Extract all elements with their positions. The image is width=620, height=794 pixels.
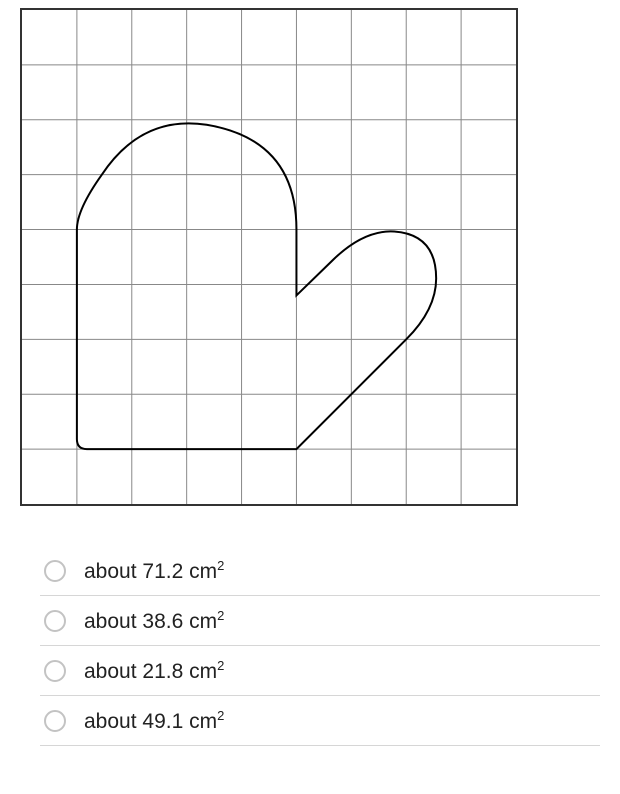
option-label: about 49.1 cm2 — [84, 708, 224, 734]
option-row[interactable]: about 38.6 cm2 — [40, 596, 600, 646]
option-row[interactable]: about 71.2 cm2 — [40, 546, 600, 596]
option-row[interactable]: about 21.8 cm2 — [40, 646, 600, 696]
option-label: about 38.6 cm2 — [84, 608, 224, 634]
grid-lines — [22, 10, 516, 504]
answer-options: about 71.2 cm2 about 38.6 cm2 about 21.8… — [40, 546, 600, 746]
option-row[interactable]: about 49.1 cm2 — [40, 696, 600, 746]
grid-figure — [20, 8, 518, 506]
radio-button[interactable] — [44, 660, 66, 682]
radio-button[interactable] — [44, 710, 66, 732]
grid-svg — [22, 10, 516, 504]
heart-shape — [77, 123, 436, 449]
option-label: about 21.8 cm2 — [84, 658, 224, 684]
radio-button[interactable] — [44, 560, 66, 582]
option-label: about 71.2 cm2 — [84, 558, 224, 584]
radio-button[interactable] — [44, 610, 66, 632]
